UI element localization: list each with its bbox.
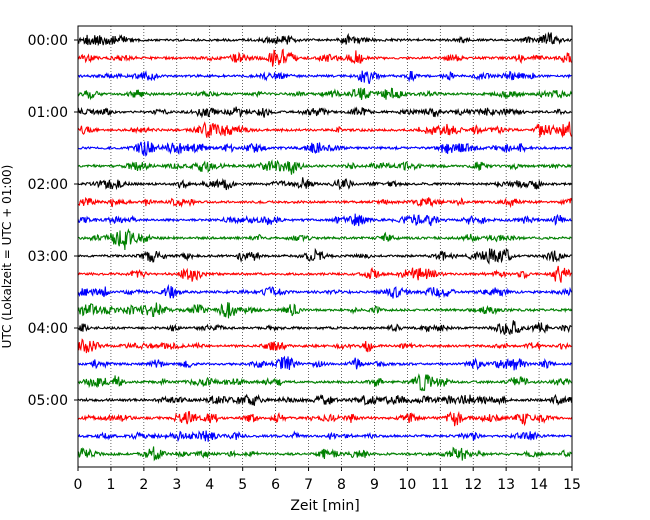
seismic-trace bbox=[77, 410, 572, 427]
seismic-trace bbox=[77, 320, 572, 336]
y-tick-label: 04:00 bbox=[28, 321, 68, 337]
x-tick-label: 10 bbox=[398, 477, 416, 493]
y-axis-label: UTC (Lokalzeit = UTC + 01:00) bbox=[0, 165, 14, 349]
x-tick-label: 3 bbox=[172, 477, 181, 493]
seismic-trace bbox=[77, 228, 572, 251]
x-axis-label: Zeit [min] bbox=[290, 498, 359, 514]
seismic-trace bbox=[77, 430, 572, 443]
seismic-trace bbox=[77, 213, 572, 227]
seismic-trace bbox=[77, 121, 573, 139]
x-tick-label: 12 bbox=[464, 477, 482, 493]
seismic-trace bbox=[77, 70, 572, 85]
plot-frame bbox=[77, 25, 573, 468]
x-tick-label: 4 bbox=[205, 477, 214, 493]
seismic-trace bbox=[77, 446, 572, 462]
seismic-trace bbox=[77, 302, 572, 319]
seismic-trace bbox=[77, 48, 572, 67]
x-axis-ticks: 0 1 2 3 4 5 6 7 8 9 10 11 12 13 14 15 bbox=[74, 467, 581, 493]
y-tick-label: 02:00 bbox=[28, 177, 68, 193]
x-tick-label: 15 bbox=[563, 477, 581, 493]
seismic-trace bbox=[77, 247, 572, 265]
seismic-trace bbox=[77, 159, 572, 175]
seismic-trace bbox=[77, 373, 572, 392]
y-tick-label: 00:00 bbox=[28, 33, 68, 49]
x-tick-label: 2 bbox=[139, 477, 148, 493]
seismic-trace bbox=[77, 355, 572, 371]
x-tick-label: 14 bbox=[530, 477, 548, 493]
seismic-traces bbox=[77, 31, 573, 462]
x-tick-label: 7 bbox=[304, 477, 313, 493]
seismic-trace bbox=[77, 31, 572, 47]
x-tick-label: 0 bbox=[74, 477, 83, 493]
seismic-trace bbox=[77, 87, 573, 101]
seismic-trace bbox=[77, 141, 572, 157]
seismic-trace bbox=[77, 393, 573, 407]
x-tick-label: 8 bbox=[337, 477, 346, 493]
y-axis-ticks: 00:00 01:00 02:00 03:00 04:00 05:00 bbox=[28, 33, 78, 409]
seismic-trace bbox=[77, 196, 573, 209]
seismic-trace bbox=[77, 106, 572, 119]
seismic-trace bbox=[77, 338, 572, 354]
seismic-trace bbox=[77, 177, 572, 191]
x-tick-label: 13 bbox=[497, 477, 515, 493]
seismic-trace bbox=[77, 283, 573, 299]
x-tick-label: 1 bbox=[106, 477, 115, 493]
y-tick-label: 01:00 bbox=[28, 105, 68, 121]
x-tick-label: 5 bbox=[238, 477, 247, 493]
x-tick-label: 6 bbox=[271, 477, 280, 493]
x-tick-label: 9 bbox=[370, 477, 379, 493]
seismic-trace bbox=[77, 265, 572, 283]
x-tick-label: 11 bbox=[431, 477, 449, 493]
y-tick-label: 03:00 bbox=[28, 249, 68, 265]
y-tick-label: 05:00 bbox=[28, 393, 68, 409]
